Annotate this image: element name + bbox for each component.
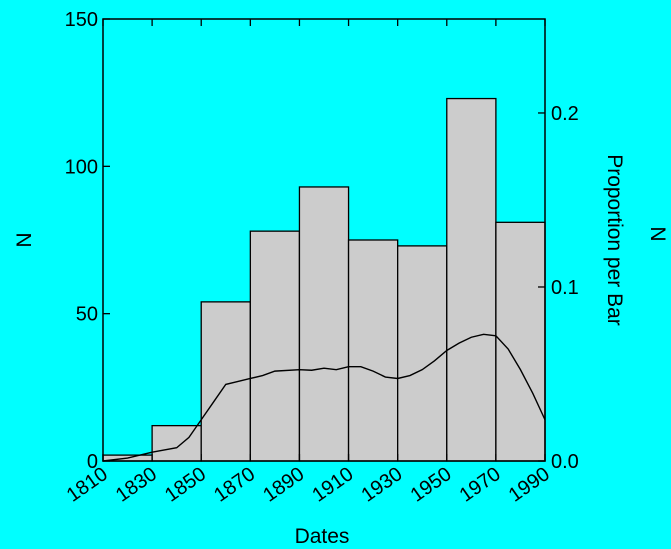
y-axis-title: N	[13, 232, 36, 247]
x-tick-label: 1970	[456, 463, 505, 507]
x-tick-label: 1830	[112, 463, 161, 507]
bar	[397, 245, 448, 462]
x-tick-label: 1870	[210, 463, 259, 507]
x-tick-label: 1850	[161, 463, 210, 507]
bar	[200, 301, 251, 462]
ticks-group	[102, 18, 546, 462]
x-tick-label: 1910	[308, 463, 357, 507]
bar	[347, 239, 399, 462]
x-tick-label: 1930	[357, 463, 406, 507]
x-axis-title: Dates	[295, 525, 350, 548]
right-outer-axis-title: N	[646, 226, 669, 241]
bar	[446, 97, 497, 462]
y-tick-label: 50	[76, 304, 98, 326]
y2-axis-title: Proportion per Bar	[603, 154, 626, 326]
y-tick-label: 150	[65, 9, 98, 31]
y2-tick-label: 0.0	[551, 451, 579, 473]
x-tick-label: 1950	[407, 463, 456, 507]
y2-tick-label: 0.2	[551, 103, 579, 125]
x-tick-label: 1990	[505, 463, 554, 507]
plot-frame	[102, 18, 546, 462]
y-tick-label: 100	[65, 156, 98, 178]
bars-group	[102, 97, 546, 462]
bar	[298, 186, 350, 462]
density-curve	[102, 333, 546, 462]
x-tick-label: 1890	[259, 463, 308, 507]
bar	[495, 221, 546, 462]
y2-tick-label: 0.1	[551, 277, 579, 299]
y-tick-label: 0	[87, 451, 98, 473]
bar	[249, 230, 301, 462]
